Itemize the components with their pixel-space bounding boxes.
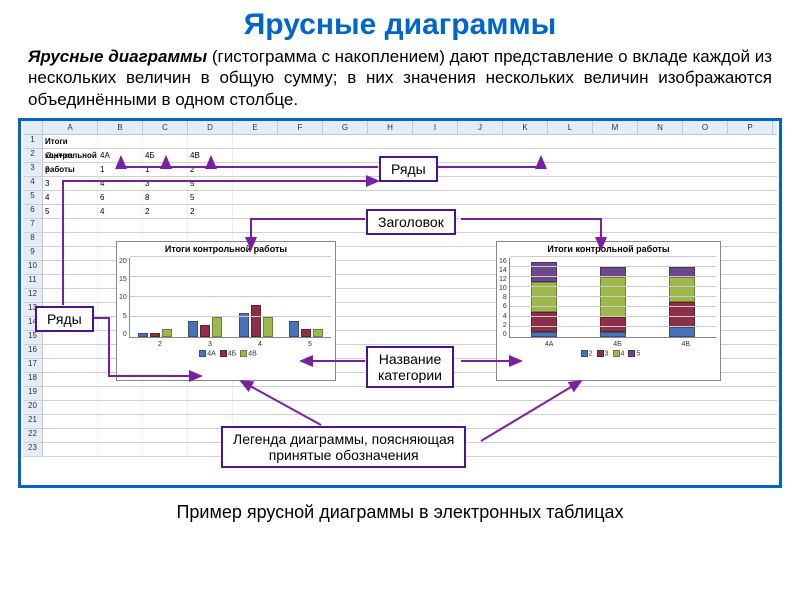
term: Ярусные диаграммы: [28, 47, 207, 66]
callout-rows-top: Ряды: [379, 156, 438, 182]
table-row: 54685: [23, 191, 777, 205]
col-header: [23, 121, 43, 134]
chart-left-legend: 4А4Б4В: [117, 348, 335, 359]
col-header: A: [43, 121, 98, 134]
col-header: O: [683, 121, 728, 134]
chart-right: Итоги контрольной работы 1614121086420 4…: [496, 241, 721, 381]
table-row: 1Итоги контрольной работы: [23, 135, 777, 149]
description: Ярусные диаграммы (гистограмма с накопле…: [0, 42, 800, 118]
chart-right-title: Итоги контрольной работы: [497, 242, 720, 256]
page-title: Ярусные диаграммы: [0, 8, 800, 42]
table-row: 20: [23, 401, 777, 415]
chart-right-legend: 2345: [497, 348, 720, 359]
col-header: F: [278, 121, 323, 134]
caption: Пример ярусной диаграммы в электронных т…: [0, 502, 800, 523]
col-header: C: [143, 121, 188, 134]
col-header: B: [98, 121, 143, 134]
table-row: 19: [23, 387, 777, 401]
callout-rows-left: Ряды: [35, 306, 94, 332]
callout-legend: Легенда диаграммы, поясняющаяпринятые об…: [221, 426, 466, 468]
chart-left: Итоги контрольной работы 20151050 2345 4…: [116, 241, 336, 381]
col-header: K: [503, 121, 548, 134]
col-header: J: [458, 121, 503, 134]
col-header: I: [413, 121, 458, 134]
chart-left-title: Итоги контрольной работы: [117, 242, 335, 256]
col-header: L: [548, 121, 593, 134]
col-header: D: [188, 121, 233, 134]
col-header: E: [233, 121, 278, 134]
col-header: M: [593, 121, 638, 134]
col-header: P: [728, 121, 773, 134]
col-header: H: [368, 121, 413, 134]
col-header: G: [323, 121, 368, 134]
col-header: N: [638, 121, 683, 134]
callout-category: Названиекатегории: [366, 346, 454, 388]
spreadsheet-frame: ABCDEFGHIJKLMNOP 1Итоги контрольной рабо…: [18, 118, 782, 488]
col-headers-row: ABCDEFGHIJKLMNOP: [23, 121, 777, 135]
callout-header: Заголовок: [366, 209, 456, 235]
